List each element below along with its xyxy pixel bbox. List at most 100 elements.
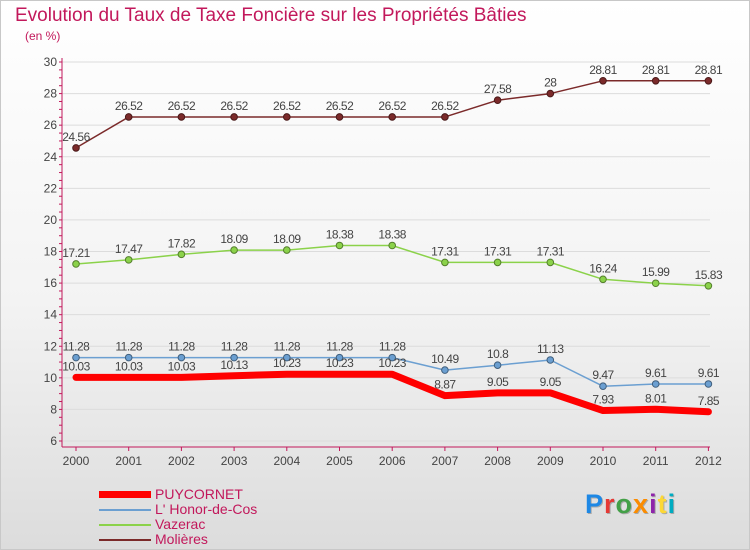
series-line <box>72 370 712 416</box>
legend-item: Molières <box>99 532 257 547</box>
data-point <box>230 353 238 362</box>
data-point <box>546 89 555 98</box>
data-point <box>651 279 660 288</box>
y-tick-label: 22 <box>44 181 58 195</box>
data-point <box>493 258 502 267</box>
data-label: 26.52 <box>326 99 354 113</box>
legend-item: PUYCORNET <box>99 487 257 502</box>
data-point <box>704 76 713 85</box>
data-label: 17.31 <box>484 244 512 258</box>
data-label: 18.38 <box>326 227 354 241</box>
data-point <box>335 353 344 362</box>
data-point <box>283 246 291 254</box>
data-point <box>230 246 238 254</box>
data-point <box>72 260 80 268</box>
data-label: 10.03 <box>115 359 143 373</box>
data-point <box>388 353 397 362</box>
legend-label: Molières <box>155 531 208 547</box>
data-label: 16.24 <box>589 261 617 275</box>
y-tick-label: 12 <box>44 339 58 353</box>
data-label: 10.23 <box>326 356 354 370</box>
data-label: 10.03 <box>168 359 196 373</box>
data-point <box>441 113 449 121</box>
data-label: 10.03 <box>62 359 90 373</box>
data-point <box>177 113 186 121</box>
x-tick-label: 2007 <box>432 454 459 468</box>
chart-title: Evolution du Taux de Taxe Foncière sur l… <box>15 5 527 26</box>
data-point <box>546 258 555 267</box>
x-tick-label: 2009 <box>537 454 564 468</box>
data-label: 10.23 <box>273 356 301 370</box>
data-label: 26.52 <box>115 99 143 113</box>
data-point <box>704 380 713 388</box>
legend-label: PUYCORNET <box>155 486 243 502</box>
data-label: 11.28 <box>63 340 90 354</box>
x-tick-label: 2005 <box>326 454 353 468</box>
data-label: 9.61 <box>645 366 667 380</box>
data-label: 11.13 <box>537 342 564 356</box>
data-label: 9.61 <box>698 366 720 380</box>
y-axis-unit: (en %) <box>25 29 61 43</box>
data-label: 9.05 <box>540 375 562 389</box>
data-label: 8.01 <box>645 391 667 405</box>
data-point <box>441 258 449 267</box>
data-point <box>177 353 186 362</box>
data-label: 26.52 <box>273 99 301 113</box>
data-point <box>493 96 502 105</box>
legend-label: L' Honor-de-Cos <box>155 501 258 517</box>
y-tick-label: 30 <box>44 55 58 69</box>
data-point <box>230 113 238 121</box>
data-label: 15.83 <box>695 268 723 282</box>
y-tick-label: 20 <box>44 213 58 227</box>
data-label: 10.49 <box>431 352 459 366</box>
data-point <box>283 353 291 362</box>
data-point <box>124 256 133 264</box>
legend-label: Vazerac <box>155 516 206 532</box>
data-label: 18.09 <box>220 232 248 246</box>
y-tick-label: 26 <box>44 118 58 132</box>
data-point <box>283 113 291 121</box>
data-label: 26.52 <box>220 99 248 113</box>
data-label: 18.09 <box>273 232 301 246</box>
data-label: 18.38 <box>378 227 406 241</box>
data-point <box>124 113 133 121</box>
data-label: 7.85 <box>698 394 720 408</box>
y-tick-label: 8 <box>50 402 57 416</box>
data-point <box>599 76 607 85</box>
data-label: 28.81 <box>642 63 670 77</box>
x-tick-label: 2010 <box>590 454 617 468</box>
x-tick-label: 2002 <box>168 454 195 468</box>
x-tick-label: 2008 <box>484 454 511 468</box>
data-label: 17.31 <box>537 244 565 258</box>
data-label: 17.82 <box>168 236 196 250</box>
data-point <box>177 250 186 259</box>
data-label: 15.99 <box>642 265 670 279</box>
legend-swatch <box>99 523 151 526</box>
x-tick-label: 2006 <box>379 454 406 468</box>
data-label: 8.87 <box>434 378 456 392</box>
data-label: 17.21 <box>62 246 90 260</box>
data-point <box>704 281 713 290</box>
y-tick-label: 28 <box>44 87 58 101</box>
x-tick-label: 2004 <box>273 454 300 468</box>
y-tick-label: 18 <box>44 245 58 259</box>
data-point <box>599 275 607 284</box>
data-point <box>335 241 344 250</box>
data-point <box>441 366 449 374</box>
legend-swatch <box>99 508 151 511</box>
y-tick-label: 16 <box>44 276 58 290</box>
data-label: 27.58 <box>484 82 512 96</box>
proxiti-logo: Proxiti <box>585 489 677 519</box>
legend-item: Vazerac <box>99 517 257 532</box>
data-point <box>72 353 80 362</box>
y-tick-label: 10 <box>44 371 58 385</box>
x-tick-label: 2011 <box>643 454 669 468</box>
x-tick-label: 2012 <box>695 454 722 468</box>
data-label: 10.23 <box>378 356 406 370</box>
y-tick-label: 24 <box>44 150 58 164</box>
legend: PUYCORNET L' Honor-de-Cos Vazerac Molières <box>99 487 257 547</box>
data-point <box>651 380 660 388</box>
data-point <box>388 241 397 250</box>
